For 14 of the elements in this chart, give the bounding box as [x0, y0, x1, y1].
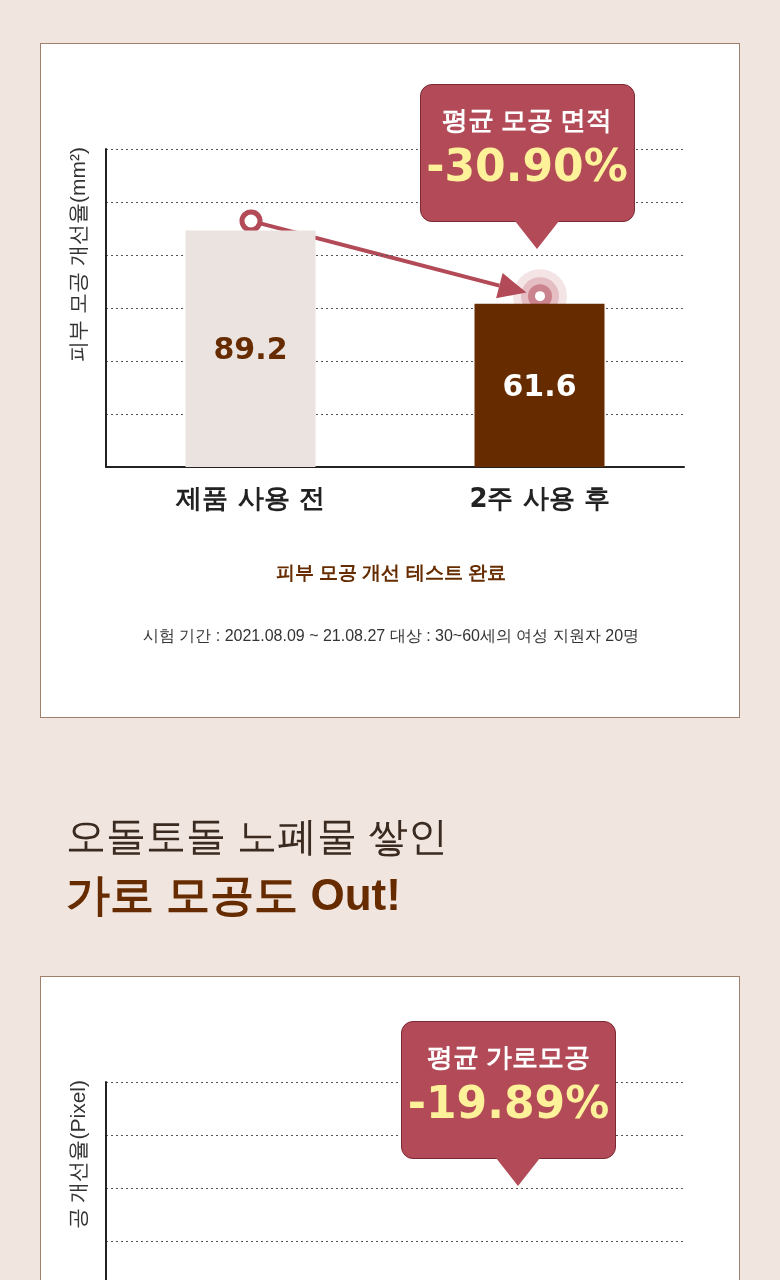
text: 가로 모공도 Out!: [66, 869, 402, 921]
annotation: -30.90%: [425, 138, 629, 193]
text: 공 개선율(Pixel): [65, 1080, 90, 1230]
text: 시험 기간 : 2021.08.09 ~ 21.08.27 대상 : 30~60세의 여성 지원자 20명: [141, 626, 641, 646]
text: 오돌토돌 노폐물 쌓인: [66, 813, 450, 860]
x-tick-label: 제품 사용 전: [175, 483, 325, 513]
y-axis-title: 피부 모공 개선율(mm²): [65, 147, 90, 362]
text: 평균 가로모공: [425, 1041, 592, 1074]
text: -19.89%: [406, 1076, 611, 1130]
text: 평균 모공 면적: [440, 103, 614, 137]
data-label: 89.2: [213, 331, 288, 367]
data-label: 61.6: [502, 367, 577, 403]
text: 피부 모공 개선 테스트 완료: [274, 561, 508, 585]
x-tick-label: 2주 사용 후: [469, 483, 610, 513]
